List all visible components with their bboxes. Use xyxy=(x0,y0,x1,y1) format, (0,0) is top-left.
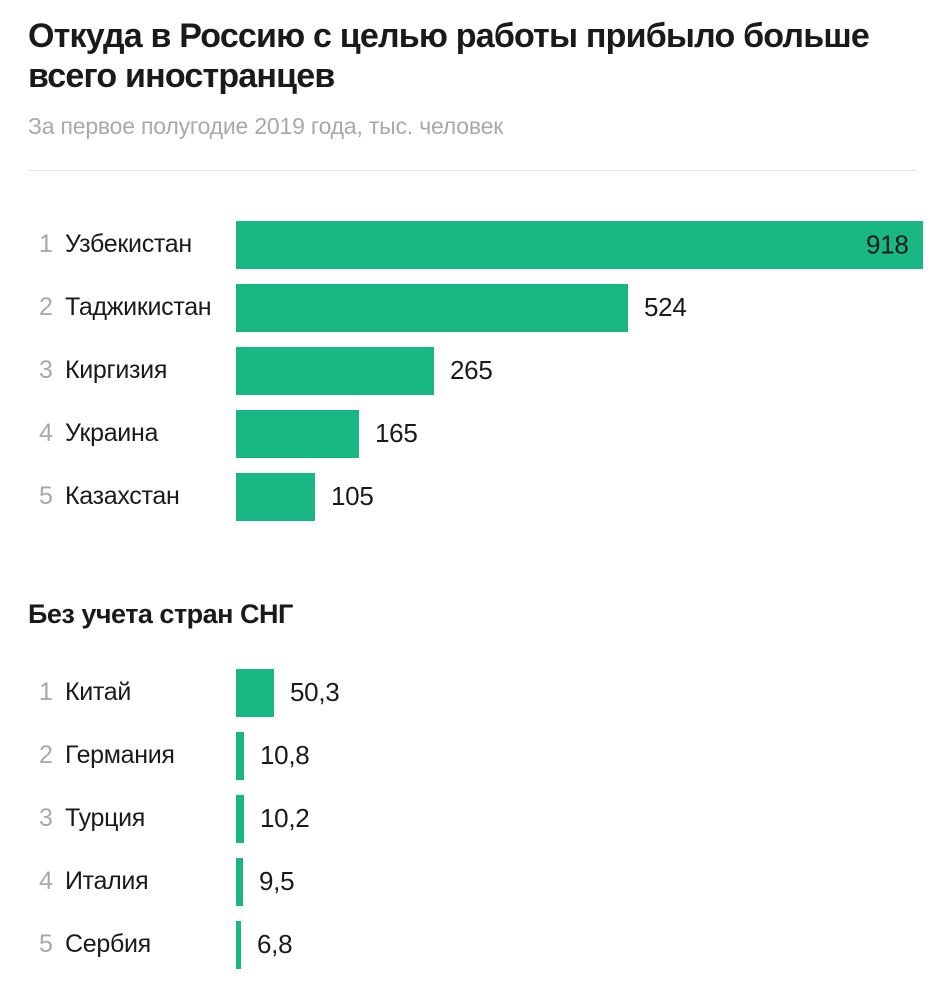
value-bar xyxy=(236,857,243,906)
header-divider xyxy=(28,169,917,171)
bar-row: 5 Сербия 6,8 xyxy=(28,920,917,969)
value-label: 6,8 xyxy=(257,929,293,960)
bar-row: 2 Таджикистан 524 xyxy=(28,283,917,332)
country-label: Киргизия xyxy=(65,356,168,385)
bar-row: 5 Казахстан 105 xyxy=(28,472,917,521)
bar-track: 918 xyxy=(236,220,923,269)
rank-label: 2 xyxy=(39,741,53,770)
value-bar xyxy=(236,220,923,269)
value-label: 524 xyxy=(644,292,687,323)
bar-track: 105 xyxy=(236,472,917,521)
value-label: 265 xyxy=(450,355,493,386)
bar-track: 9,5 xyxy=(236,857,917,906)
bar-track: 10,2 xyxy=(236,794,917,843)
value-label: 165 xyxy=(375,418,418,449)
bar-chart-non-cis: 1 Китай 50,3 2 Германия 10,8 3 Турция 10… xyxy=(28,668,917,969)
page-title: Откуда в Россию с целью работы прибыло б… xyxy=(28,17,870,96)
rank-label: 3 xyxy=(39,804,53,833)
rank-label: 2 xyxy=(39,293,53,322)
rank-label: 4 xyxy=(39,867,53,896)
bar-row: 3 Турция 10,2 xyxy=(28,794,917,843)
country-label: Италия xyxy=(65,867,149,896)
rank-label: 1 xyxy=(39,678,53,707)
page-subtitle: За первое полугодие 2019 года, тыс. чело… xyxy=(28,113,504,140)
country-label: Сербия xyxy=(65,930,151,959)
value-bar xyxy=(236,731,244,780)
value-label: 10,2 xyxy=(260,803,310,834)
bar-track: 50,3 xyxy=(236,668,917,717)
bar-row: 4 Италия 9,5 xyxy=(28,857,917,906)
value-bar xyxy=(236,920,241,969)
chart-section-cis: 1 Узбекистан 918 2 Таджикистан 524 3 Кир… xyxy=(28,220,923,521)
value-label: 105 xyxy=(331,481,374,512)
value-bar xyxy=(236,668,274,717)
country-label: Китай xyxy=(65,678,132,707)
value-label: 50,3 xyxy=(290,677,340,708)
value-label: 10,8 xyxy=(260,740,310,771)
value-bar xyxy=(236,794,244,843)
rank-label: 5 xyxy=(39,482,53,511)
value-bar xyxy=(236,472,315,521)
bar-row: 2 Германия 10,8 xyxy=(28,731,917,780)
rank-label: 3 xyxy=(39,356,53,385)
value-bar xyxy=(236,346,434,395)
bar-row: 4 Украина 165 xyxy=(28,409,917,458)
bar-track: 524 xyxy=(236,283,917,332)
rank-label: 5 xyxy=(39,930,53,959)
bar-track: 6,8 xyxy=(236,920,917,969)
country-label: Германия xyxy=(65,741,175,770)
bar-track: 165 xyxy=(236,409,917,458)
value-label: 918 xyxy=(866,229,909,260)
value-bar xyxy=(236,283,628,332)
bar-row: 3 Киргизия 265 xyxy=(28,346,917,395)
value-bar xyxy=(236,409,359,458)
country-label: Казахстан xyxy=(65,482,180,511)
bar-track: 10,8 xyxy=(236,731,917,780)
value-label: 9,5 xyxy=(259,866,295,897)
rank-label: 1 xyxy=(39,230,53,259)
section-title-non-cis: Без учета стран СНГ xyxy=(28,598,293,629)
chart-section-non-cis: Без учета стран СНГ 1 Китай 50,3 2 Герма… xyxy=(28,599,917,969)
country-label: Украина xyxy=(65,419,159,448)
country-label: Узбекистан xyxy=(65,230,192,259)
bar-track: 265 xyxy=(236,346,917,395)
bar-row: 1 Узбекистан 918 xyxy=(28,220,923,269)
country-label: Турция xyxy=(65,804,146,833)
rank-label: 4 xyxy=(39,419,53,448)
country-label: Таджикистан xyxy=(65,293,212,322)
bar-row: 1 Китай 50,3 xyxy=(28,668,917,717)
bar-chart-cis: 1 Узбекистан 918 2 Таджикистан 524 3 Кир… xyxy=(28,220,923,521)
